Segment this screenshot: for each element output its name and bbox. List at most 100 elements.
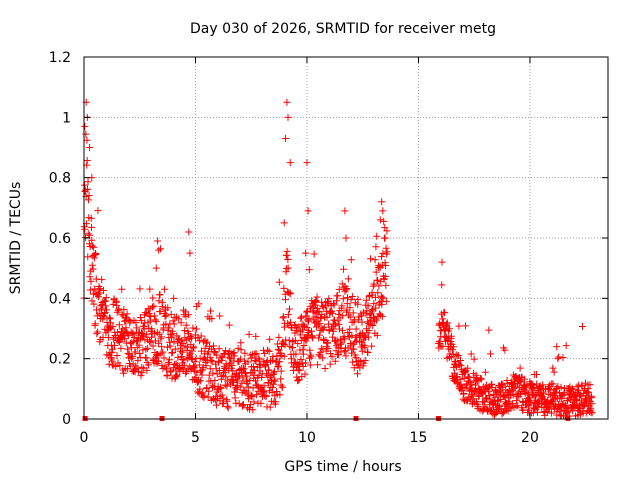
data-point — [136, 350, 144, 358]
data-point — [379, 294, 387, 302]
data-point — [303, 308, 311, 316]
data-point — [297, 314, 305, 322]
data-point — [127, 339, 135, 347]
data-point — [194, 334, 202, 342]
data-point — [462, 322, 470, 330]
data-point — [555, 353, 563, 361]
data-point — [372, 304, 380, 312]
data-point — [509, 391, 517, 399]
data-point — [156, 291, 164, 299]
data-point — [94, 328, 102, 336]
data-point — [239, 374, 247, 382]
data-point — [485, 395, 493, 403]
data-point — [271, 368, 279, 376]
data-point — [364, 348, 372, 356]
data-point — [525, 402, 533, 410]
data-point — [485, 387, 493, 395]
data-point — [539, 381, 547, 389]
data-point — [88, 261, 96, 269]
data-point — [218, 375, 226, 383]
data-point — [456, 356, 464, 364]
data-point — [244, 383, 252, 391]
data-point — [298, 313, 306, 321]
data-point — [185, 228, 193, 236]
data-point — [485, 326, 493, 334]
data-point — [210, 342, 218, 350]
data-point — [376, 216, 384, 224]
data-point — [157, 333, 165, 341]
data-point — [96, 289, 104, 297]
data-point — [306, 361, 314, 369]
data-point — [90, 243, 98, 251]
data-point — [132, 319, 140, 327]
data-point — [111, 342, 119, 350]
data-point — [307, 351, 315, 359]
data-point — [260, 382, 268, 390]
y-tick-labels: 0 0.2 0.4 0.6 0.8 1 1.2 — [49, 50, 71, 428]
data-point — [264, 379, 272, 387]
data-point — [83, 157, 91, 165]
data-point — [315, 331, 323, 339]
data-point — [147, 333, 155, 341]
data-point — [207, 377, 215, 385]
data-point — [280, 219, 288, 227]
data-point — [584, 388, 592, 396]
data-point — [225, 321, 233, 329]
data-point — [341, 207, 349, 215]
data-point — [221, 381, 229, 389]
data-point — [588, 409, 596, 417]
data-point — [206, 353, 214, 361]
data-point — [320, 323, 328, 331]
data-point — [499, 381, 507, 389]
data-point — [118, 310, 126, 318]
data-point — [87, 223, 95, 231]
data-point — [378, 253, 386, 261]
data-point — [333, 336, 341, 344]
data-point — [180, 361, 188, 369]
data-point — [239, 401, 247, 409]
data-point — [262, 392, 270, 400]
data-point — [524, 390, 532, 398]
data-point — [324, 345, 332, 353]
data-point — [184, 311, 192, 319]
data-point — [334, 292, 342, 300]
data-point — [277, 375, 285, 383]
data-point — [123, 310, 131, 318]
data-point — [586, 381, 594, 389]
data-point — [342, 286, 350, 294]
data-point — [198, 371, 206, 379]
data-point — [146, 285, 154, 293]
data-point — [335, 310, 343, 318]
data-point — [482, 394, 490, 402]
data-point — [162, 311, 170, 319]
data-point — [303, 159, 311, 167]
x-tick-label: 5 — [191, 430, 200, 446]
data-point — [550, 368, 558, 376]
data-point — [314, 361, 322, 369]
data-point — [148, 303, 156, 311]
data-point — [84, 230, 92, 238]
data-point — [213, 351, 221, 359]
data-point — [276, 358, 284, 366]
data-point — [147, 312, 155, 320]
data-point — [441, 326, 449, 334]
data-point — [457, 362, 465, 370]
data-point — [269, 380, 277, 388]
y-tick-label: 0.8 — [49, 171, 71, 187]
data-point — [352, 325, 360, 333]
data-point — [154, 357, 162, 365]
data-point — [223, 402, 231, 410]
data-point — [284, 319, 292, 327]
data-point — [332, 337, 340, 345]
data-point — [120, 306, 128, 314]
data-point — [458, 384, 466, 392]
data-point — [260, 388, 268, 396]
data-point — [467, 380, 475, 388]
data-point — [588, 400, 596, 408]
data-point — [555, 408, 563, 416]
data-point — [321, 364, 329, 372]
data-point — [109, 322, 117, 330]
data-point — [441, 309, 449, 317]
data-point — [274, 345, 282, 353]
